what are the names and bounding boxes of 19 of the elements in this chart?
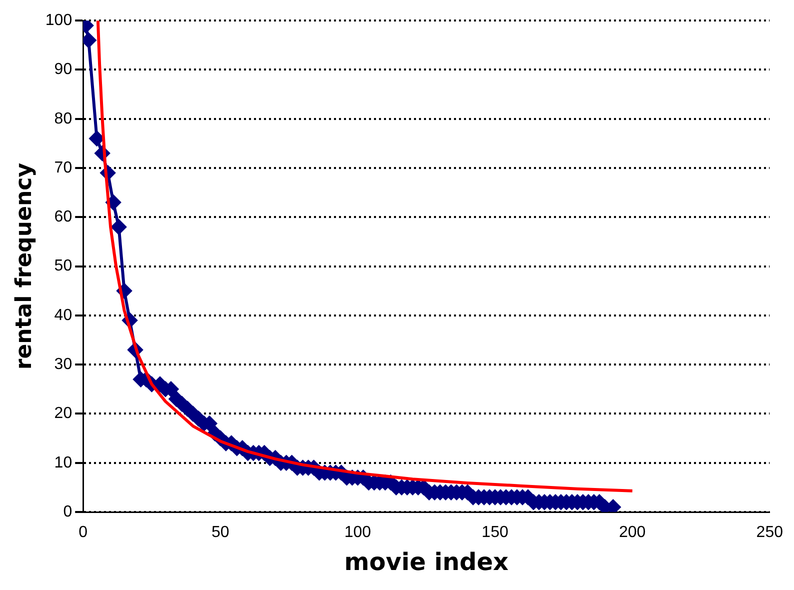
y-tick-label: 10 [54,454,72,472]
y-tick-label: 100 [45,12,72,30]
y-tick-label: 70 [54,159,72,176]
y-tick-label: 50 [54,258,72,275]
y-tick-label: 40 [54,306,72,324]
y-axis-title: rental frequency [12,162,37,370]
x-tick-label: 0 [78,524,88,542]
y-tick-label: 90 [54,61,72,78]
x-tick-label: 50 [212,524,230,542]
y-tick-label: 80 [54,110,72,128]
x-tick-label: 250 [756,524,784,542]
x-tick-label: 100 [344,524,372,542]
x-axis-title: movie index [344,548,510,576]
y-tick-label: 0 [63,503,72,520]
x-tick-label: 200 [618,524,646,542]
y-tick-label: 20 [54,405,72,422]
x-tick-label: 150 [482,524,508,542]
y-tick-label: 60 [54,208,72,226]
y-tick-label: 30 [54,356,72,373]
